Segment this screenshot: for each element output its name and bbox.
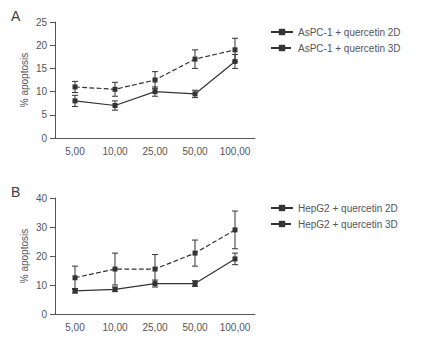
svg-text:50,00: 50,00	[182, 322, 207, 333]
svg-text:10,00: 10,00	[102, 322, 127, 333]
svg-text:HepG2 + quercetin 3D: HepG2 + quercetin 3D	[298, 219, 398, 230]
svg-text:5: 5	[41, 109, 47, 120]
svg-text:% apoptosis: % apoptosis	[19, 229, 30, 283]
svg-text:10: 10	[36, 280, 48, 291]
svg-text:50,00: 50,00	[182, 146, 207, 157]
svg-text:30: 30	[36, 222, 48, 233]
svg-text:0: 0	[41, 309, 47, 320]
svg-text:15: 15	[36, 63, 48, 74]
svg-text:5,00: 5,00	[65, 146, 85, 157]
svg-text:100,00: 100,00	[220, 146, 251, 157]
svg-text:10,00: 10,00	[102, 146, 127, 157]
svg-text:AsPC-1 + quercetin 3D: AsPC-1 + quercetin 3D	[298, 43, 401, 54]
svg-text:B: B	[11, 184, 20, 200]
svg-text:HepG2 + quercetin 2D: HepG2 + quercetin 2D	[298, 203, 398, 214]
svg-text:0: 0	[41, 133, 47, 144]
svg-text:10: 10	[36, 86, 48, 97]
svg-text:A: A	[11, 8, 21, 24]
svg-text:25: 25	[36, 17, 48, 28]
svg-text:40: 40	[36, 193, 48, 204]
svg-text:AsPC-1 + quercetin 2D: AsPC-1 + quercetin 2D	[298, 27, 401, 38]
svg-text:25,00: 25,00	[142, 322, 167, 333]
svg-text:100,00: 100,00	[220, 322, 251, 333]
svg-text:5,00: 5,00	[65, 322, 85, 333]
svg-text:25,00: 25,00	[142, 146, 167, 157]
svg-text:% apoptosis: % apoptosis	[19, 53, 30, 107]
svg-text:20: 20	[36, 251, 48, 262]
svg-text:20: 20	[36, 40, 48, 51]
